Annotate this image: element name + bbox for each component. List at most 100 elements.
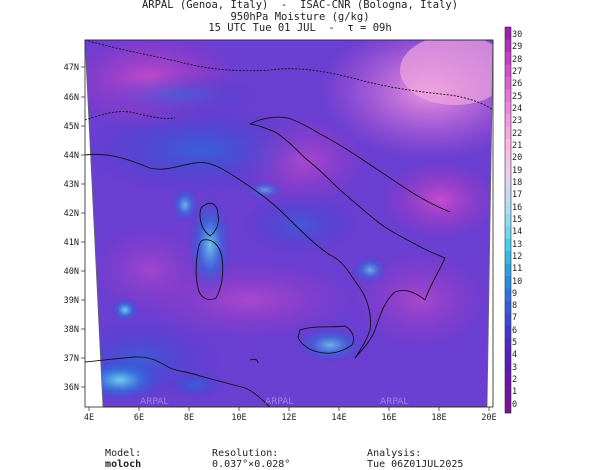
- coastlines: [84, 39, 494, 408]
- title-organizations: ARPAL (Genoa, Italy) - ISAC-CNR (Bologna…: [141, 0, 459, 11]
- model-value: moloch: [105, 459, 142, 470]
- colorbar-tick-label: 27: [512, 67, 523, 77]
- watermarks: ARPAL ARPAL ARPAL: [140, 397, 408, 407]
- lat-label-45n: 45N: [64, 122, 79, 132]
- national-borders-west: [84, 111, 176, 121]
- colorbar-swatch: [505, 238, 511, 252]
- colorbar-tick-label: 17: [512, 190, 523, 201]
- title-block: ARPAL (Genoa, Italy) - ISAC-CNR (Bologna…: [0, 0, 600, 35]
- colorbar-tick-label: 7: [512, 313, 518, 324]
- field-tuscany-cyan: [245, 180, 285, 200]
- colorbar-swatch: [505, 64, 511, 78]
- colorbar-swatch: [505, 213, 511, 227]
- colorbar-tick-label: 4: [512, 350, 518, 361]
- colorbar-tick-label: 28: [512, 54, 523, 65]
- north-africa-coast: [84, 356, 271, 408]
- colorbar-tick-label: 0: [512, 399, 518, 410]
- colorbar-tick-label: 29: [512, 42, 523, 53]
- colorbar-tick-label: 5: [512, 338, 518, 349]
- watermark: ARPAL: [140, 397, 168, 407]
- colorbar-swatch: [505, 176, 511, 190]
- colorbar-tick-label: 18: [512, 177, 523, 188]
- colorbar-tick-label: 25: [512, 91, 523, 102]
- colorbar-swatch: [505, 375, 511, 389]
- colorbar-tick-label: 2: [512, 375, 518, 385]
- colorbar-swatch: [505, 101, 511, 115]
- colorbar-swatch: [505, 39, 511, 53]
- colorbar: [504, 26, 512, 414]
- colorbar-swatch: [505, 325, 511, 339]
- longitude-axis: 4E 6E 8E 10E 12E 14E 16E 18E 20E: [84, 407, 497, 423]
- lon-label-4e: 4E: [84, 413, 94, 423]
- colorbar-tick-label: 16: [512, 202, 523, 213]
- field-corsica-west-cyan: [171, 187, 199, 223]
- colorbar-tick-label: 13: [512, 239, 523, 250]
- field-cyan-blob-west: [111, 298, 139, 322]
- latitude-axis: 47N 46N 45N 44N 43N 42N 41N 40N 39N 38N …: [64, 63, 85, 393]
- malta-coast: [249, 358, 259, 364]
- colorbar-tick-label: 30: [512, 30, 523, 40]
- colorbar-swatch: [505, 188, 511, 202]
- moisture-field: [85, 40, 493, 407]
- colorbar-tick-label: 6: [512, 325, 518, 336]
- field-libya-blue: [165, 370, 225, 400]
- lat-label-44n: 44N: [64, 151, 79, 161]
- colorbar-tick-label: 19: [512, 165, 523, 176]
- lon-label-12e: 12E: [281, 413, 296, 423]
- colorbar-tick-label: 10: [512, 276, 523, 287]
- colorbar-tick-label: 24: [512, 103, 523, 114]
- colorbar-swatch: [505, 338, 511, 352]
- colorbar-tick-label: 11: [512, 264, 523, 275]
- calabria-coast: [354, 289, 426, 359]
- colorbar-swatch: [505, 400, 511, 414]
- watermark: ARPAL: [265, 397, 293, 407]
- lon-label-6e: 6E: [134, 413, 144, 423]
- moisture-map: 4E 6E 8E 10E 12E 14E 16E 18E 20E 47N 46N…: [64, 26, 512, 423]
- lat-label-42n: 42N: [64, 209, 79, 219]
- title-valid-time: 15 UTC Tue 01 JUL - τ = 09h: [208, 22, 392, 34]
- colorbar-swatch: [505, 114, 511, 127]
- field-calabria-cyan: [352, 256, 388, 284]
- footer-analysis: Analysis: Tue 06Z01JUL2025: [355, 437, 463, 470]
- sicily-coast: [297, 325, 355, 354]
- colorbar-swatch: [505, 151, 511, 165]
- colorbar-tick-label: 14: [512, 227, 523, 238]
- colorbar-tick-label: 3: [512, 362, 518, 373]
- corsica-coast: [199, 202, 219, 237]
- colorbar-swatch: [505, 126, 511, 140]
- lat-label-47n: 47N: [64, 63, 79, 73]
- lon-label-14e: 14E: [331, 413, 346, 423]
- watermark: ARPAL: [380, 397, 408, 407]
- field-tunisia-cyan: [85, 358, 165, 402]
- colorbar-tick-label: 23: [512, 116, 523, 127]
- field-sardinia-cyan: [188, 195, 232, 295]
- colorbar-swatch: [505, 276, 511, 289]
- field-central-italy-blue: [240, 195, 360, 255]
- colorbar-swatch: [505, 51, 511, 65]
- field-ne-pink-core: [400, 40, 493, 105]
- field-east-magenta: [380, 160, 493, 240]
- field-po-valley-blue: [85, 105, 320, 195]
- colorbar-swatch: [505, 76, 511, 90]
- colorbar-swatch: [505, 313, 511, 327]
- colorbar-swatch: [505, 139, 511, 152]
- lat-label-37n: 37N: [64, 354, 79, 364]
- footer-model: Model: moloch: [93, 437, 141, 470]
- lat-label-39n: 39N: [64, 296, 79, 306]
- colorbar-swatch: [505, 251, 511, 264]
- colorbar-swatch: [505, 263, 511, 277]
- colorbar-tick-label: 26: [512, 79, 523, 90]
- colorbar-tick-label: 15: [512, 214, 523, 225]
- colorbar-tick-label: 1: [512, 387, 518, 398]
- colorbar-swatch: [505, 201, 511, 215]
- sardinia-coast: [195, 239, 224, 300]
- italy-adriatic-coast: [249, 123, 446, 301]
- balkan-coast: [249, 116, 451, 213]
- colorbar-swatch: [505, 388, 511, 401]
- title-field: 950hPa Moisture (g/kg): [230, 10, 370, 23]
- lon-label-18e: 18E: [431, 413, 446, 423]
- colorbar-tick-label: 21: [512, 140, 523, 151]
- lat-label-41n: 41N: [64, 238, 79, 248]
- colorbar-swatch: [505, 163, 511, 177]
- field-sicily-cyan: [295, 327, 365, 363]
